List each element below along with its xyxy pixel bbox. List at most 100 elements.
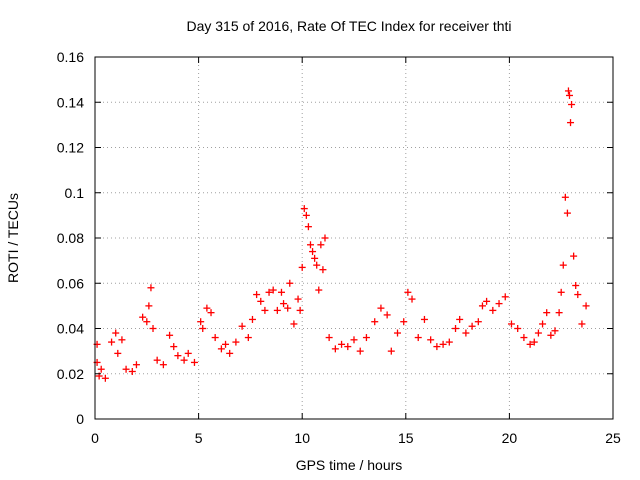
data-point: [149, 325, 157, 332]
data-point: [296, 306, 304, 314]
data-point: [574, 291, 582, 299]
data-point: [114, 349, 122, 357]
data-point: [139, 313, 147, 321]
data-point: [394, 329, 402, 337]
data-point: [507, 320, 515, 328]
data-point: [483, 297, 491, 305]
data-point: [232, 338, 240, 346]
y-tick-label: 0.06: [57, 275, 84, 291]
data-point: [561, 193, 569, 201]
data-point: [514, 325, 522, 332]
x-tick-label: 20: [502, 430, 518, 446]
data-point: [217, 345, 225, 353]
data-point: [315, 286, 323, 294]
data-point: [238, 322, 246, 330]
data-point: [207, 309, 215, 317]
data-point: [462, 329, 470, 337]
data-point: [97, 365, 105, 373]
data-point: [543, 309, 551, 317]
x-tick-label: 10: [294, 430, 310, 446]
data-point: [331, 345, 339, 353]
data-point: [468, 322, 476, 330]
data-point: [190, 358, 198, 366]
data-point: [199, 325, 207, 332]
data-point: [377, 304, 385, 312]
data-point: [362, 334, 370, 342]
data-point: [563, 209, 571, 217]
data-point: [269, 286, 277, 294]
data-point: [325, 334, 333, 342]
data-point: [578, 320, 586, 328]
data-point: [427, 336, 435, 344]
data-point: [304, 223, 312, 231]
data-point: [456, 315, 464, 323]
data-point: [321, 234, 329, 242]
data-point: [180, 356, 188, 364]
data-point: [313, 261, 321, 269]
x-tick-label: 25: [605, 430, 621, 446]
data-point: [284, 304, 292, 312]
data-point: [290, 320, 298, 328]
data-point: [257, 297, 265, 305]
data-point: [298, 263, 306, 271]
data-point: [159, 361, 167, 369]
data-point: [132, 361, 140, 369]
data-point: [273, 306, 281, 314]
data-point: [344, 343, 352, 351]
data-point: [404, 288, 412, 296]
data-point: [338, 340, 346, 348]
data-point: [145, 302, 153, 310]
data-point: [478, 302, 486, 310]
data-point: [526, 340, 534, 348]
data-point: [143, 318, 151, 326]
data-point: [248, 315, 256, 323]
data-point: [350, 336, 358, 344]
data-point: [564, 87, 572, 95]
data-point: [534, 329, 542, 337]
data-point: [582, 302, 590, 310]
data-point: [197, 318, 205, 326]
x-tick-label: 5: [195, 430, 203, 446]
data-point: [309, 248, 317, 256]
data-point: [420, 315, 428, 323]
data-point: [280, 300, 288, 308]
data-point: [568, 101, 576, 109]
data-point: [408, 295, 416, 303]
y-tick-label: 0.12: [57, 140, 84, 156]
y-tick-label: 0.04: [57, 321, 84, 337]
data-point: [306, 241, 314, 249]
data-point: [311, 254, 319, 262]
data-point: [371, 318, 379, 326]
data-point: [294, 295, 302, 303]
data-point: [112, 329, 120, 337]
data-point: [445, 338, 453, 346]
data-point: [572, 282, 580, 290]
data-point: [253, 291, 261, 299]
data-point: [300, 205, 308, 213]
data-point: [489, 306, 497, 314]
data-point: [439, 340, 447, 348]
data-point: [184, 349, 192, 357]
data-point: [147, 284, 155, 292]
data-point: [551, 327, 559, 335]
y-tick-label: 0.14: [57, 94, 84, 110]
x-tick-label: 0: [91, 430, 99, 446]
data-point: [433, 343, 441, 351]
data-point: [400, 318, 408, 326]
y-tick-label: 0.1: [65, 185, 85, 201]
y-axis-label: ROTI / TECUs: [5, 193, 21, 283]
data-point: [261, 306, 269, 314]
y-tick-label: 0: [76, 411, 84, 427]
data-point: [530, 338, 538, 346]
data-point: [203, 304, 211, 312]
data-point: [557, 288, 565, 296]
data-points: [93, 87, 590, 382]
gridlines: [95, 57, 613, 419]
data-point: [539, 320, 547, 328]
x-tick-label: 15: [398, 430, 414, 446]
data-point: [356, 347, 364, 355]
data-point: [317, 241, 325, 249]
data-point: [153, 356, 161, 364]
axis-ticks: 0 5 10 15 20 25 0 0.02 0.04 0.06 0.08 0.1 0.12 0.14 0.…: [57, 49, 621, 446]
